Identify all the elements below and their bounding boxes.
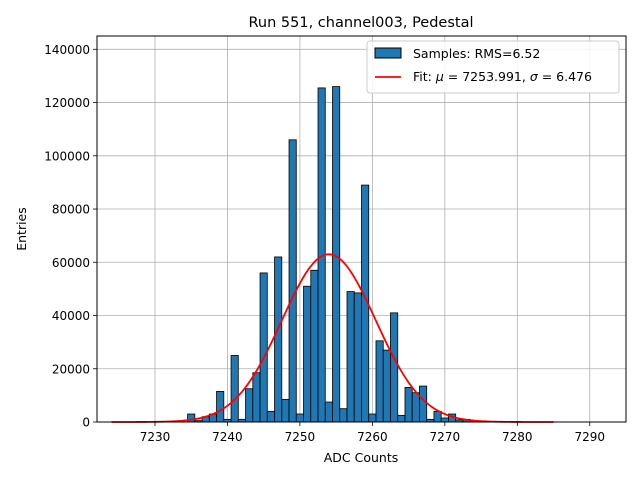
x-axis-ticks: 7230 7240 7250 7260 7270 7280 7290 xyxy=(140,422,605,444)
x-tick-label: 7240 xyxy=(212,430,243,444)
histogram-bar xyxy=(440,417,449,423)
histogram-bars xyxy=(187,86,478,423)
histogram-bar xyxy=(339,408,348,423)
y-tick-label: 40000 xyxy=(52,309,90,323)
plot-frame xyxy=(96,35,627,423)
fit-sigma-symbol: σ xyxy=(530,69,539,84)
fit-curve xyxy=(111,253,554,423)
x-tick-label: 7230 xyxy=(140,430,171,444)
histogram-bar xyxy=(310,269,319,423)
histogram-bar xyxy=(397,414,406,423)
histogram-bar xyxy=(266,410,275,423)
histogram-bar xyxy=(274,256,283,423)
histogram-bar xyxy=(433,410,442,423)
y-tick-label: 80000 xyxy=(52,203,90,217)
histogram-bar xyxy=(259,272,268,423)
y-tick-label: 0 xyxy=(82,416,90,430)
histogram-bar xyxy=(368,413,377,423)
y-tick-label: 100000 xyxy=(44,149,90,163)
fit-mu-symbol: μ xyxy=(435,69,444,84)
histogram-bar xyxy=(288,139,297,423)
x-tick-label: 7280 xyxy=(502,430,533,444)
histogram-bar xyxy=(245,388,254,423)
histogram-bar xyxy=(411,392,420,423)
y-tick-label: 140000 xyxy=(44,43,90,57)
x-tick-label: 7250 xyxy=(285,430,316,444)
x-axis-label: ADC Counts xyxy=(324,450,399,465)
y-axis-ticks: 0 20000 40000 60000 80000 100000 120000 140000 xyxy=(44,43,97,430)
legend-label-fit: Fit: μ = 7253.991, σ = 6.476 xyxy=(413,69,592,84)
fit-curve-group xyxy=(111,253,554,423)
histogram-bar xyxy=(375,340,384,423)
fit-label-prefix: Fit: xyxy=(413,69,436,84)
x-tick-label: 7290 xyxy=(574,430,605,444)
histogram-bar xyxy=(252,372,261,423)
y-tick-label: 60000 xyxy=(52,256,90,270)
histogram-bar xyxy=(230,355,239,423)
histogram-bar xyxy=(281,398,290,423)
legend-box xyxy=(366,40,620,94)
grid-lines xyxy=(97,36,626,423)
y-tick-label: 20000 xyxy=(52,362,90,376)
histogram-bar xyxy=(382,349,391,423)
x-tick-label: 7260 xyxy=(357,430,388,444)
legend: Samples: RMS=6.52 Fit: μ = 7253.991, σ =… xyxy=(366,40,620,94)
histogram-bar xyxy=(295,413,304,423)
chart-title: Run 551, channel003, Pedestal xyxy=(248,15,473,31)
histogram-bar xyxy=(404,386,413,423)
histogram-bar xyxy=(353,292,362,423)
fit-mu-value: = 7253.991, xyxy=(444,69,530,84)
histogram-bar xyxy=(390,312,399,423)
legend-swatch-samples xyxy=(374,47,402,59)
histogram-bar xyxy=(216,390,225,423)
y-axis-label: Entries xyxy=(14,207,29,251)
histogram-bar xyxy=(419,385,428,423)
x-tick-label: 7270 xyxy=(430,430,461,444)
histogram-bar xyxy=(324,401,333,423)
y-tick-label: 120000 xyxy=(44,96,90,110)
histogram-bar xyxy=(346,291,355,423)
legend-label-samples: Samples: RMS=6.52 xyxy=(413,46,540,61)
histogram-bar xyxy=(303,285,312,423)
fit-sigma-value: = 6.476 xyxy=(538,69,592,84)
